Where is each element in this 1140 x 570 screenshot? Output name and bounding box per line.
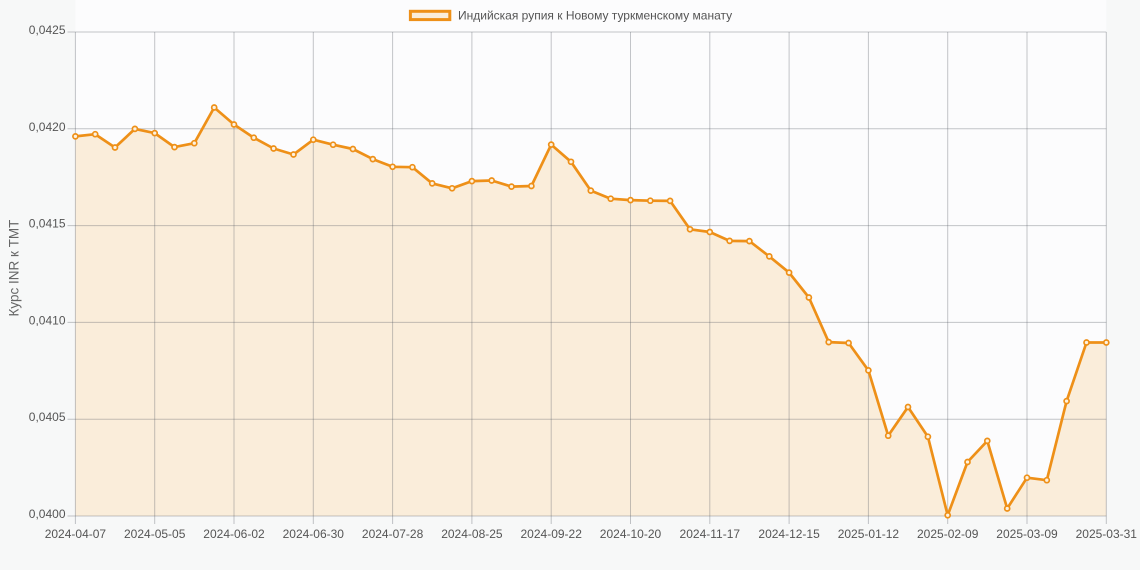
- svg-text:2024-11-17: 2024-11-17: [680, 527, 741, 541]
- svg-text:2024-05-05: 2024-05-05: [124, 527, 186, 541]
- svg-text:2025-02-09: 2025-02-09: [917, 527, 979, 541]
- svg-text:Индийская рупия к Новому туркм: Индийская рупия к Новому туркменскому ма…: [458, 9, 732, 23]
- svg-text:2025-03-09: 2025-03-09: [996, 527, 1058, 541]
- svg-text:0,0420: 0,0420: [29, 120, 66, 134]
- svg-text:2024-09-22: 2024-09-22: [521, 527, 583, 541]
- svg-text:2024-06-02: 2024-06-02: [203, 527, 265, 541]
- svg-text:2025-01-12: 2025-01-12: [838, 527, 900, 541]
- svg-text:0,0400: 0,0400: [29, 507, 66, 521]
- svg-text:Курс INR к TMT: Курс INR к TMT: [7, 220, 22, 317]
- svg-text:2025-03-31: 2025-03-31: [1076, 527, 1138, 541]
- svg-text:0,0425: 0,0425: [29, 23, 66, 37]
- svg-text:2024-06-30: 2024-06-30: [283, 527, 345, 541]
- svg-text:0,0410: 0,0410: [29, 313, 66, 327]
- svg-text:2024-12-15: 2024-12-15: [758, 527, 820, 541]
- svg-text:2024-08-25: 2024-08-25: [441, 527, 503, 541]
- svg-text:0,0405: 0,0405: [29, 410, 66, 424]
- svg-text:2024-07-28: 2024-07-28: [362, 527, 424, 541]
- svg-text:0,0415: 0,0415: [29, 217, 66, 231]
- svg-text:2024-10-20: 2024-10-20: [600, 527, 662, 541]
- svg-text:2024-04-07: 2024-04-07: [45, 527, 107, 541]
